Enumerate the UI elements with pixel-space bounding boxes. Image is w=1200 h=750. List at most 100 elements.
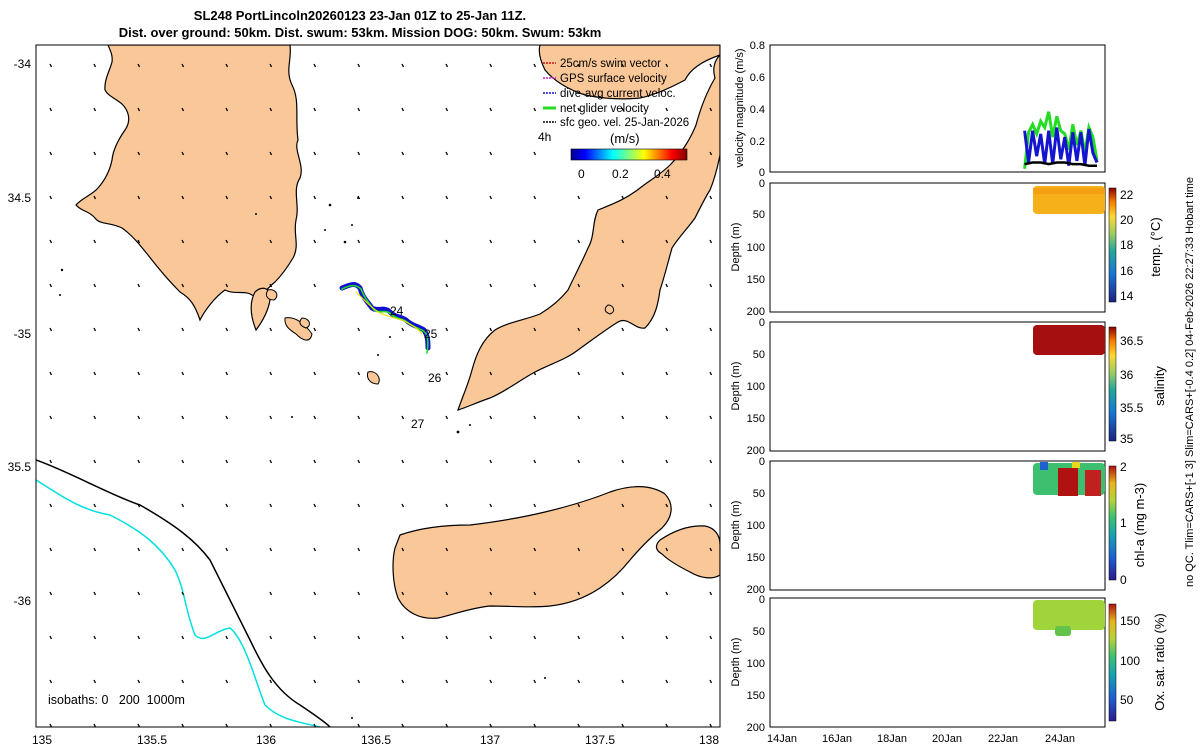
geo-vector-arrow [49,63,53,68]
geo-vector-arrow [357,239,361,244]
geo-vector-arrow [181,547,185,552]
geo-vector-arrow [709,283,713,288]
geo-vector-arrow [401,679,405,684]
map-frame [35,44,721,728]
geo-vector-arrow [357,547,361,552]
geo-vector-arrow [489,591,493,596]
geo-vector-arrow [401,195,405,200]
map-x-tick: 136 [256,733,276,747]
sal-colorbar-tick: 35.5 [1120,401,1144,415]
sal-colorbar-tick: 35 [1120,432,1134,446]
geo-vector-arrow [137,151,141,156]
geo-vector-arrow [489,151,493,156]
geo-vector-arrow [445,327,449,332]
time-tick: 16Jan [822,733,852,745]
geo-vector-arrow [269,415,273,420]
geo-vector-arrow [137,679,141,684]
geo-vector-arrow [621,547,625,552]
geo-vector-arrow [313,679,317,684]
map-x-tick: 137 [480,733,500,747]
temp-colorbar-tick: 16 [1120,264,1134,278]
sal-depth-tick: 50 [753,349,765,361]
geo-vector-arrow [357,151,361,156]
eastern-land-top [538,45,720,100]
geo-vector-arrow [49,107,53,112]
temp-y-label: Depth (m) [730,223,742,272]
chla-y-label: Depth (m) [730,501,742,550]
geo-vector-arrow [313,591,317,596]
geo-vector-arrow [93,63,97,68]
legend-net-glider-velocity: net glider velocity [560,103,649,115]
geo-vector-arrow [533,371,537,376]
geo-vector-arrow [357,635,361,640]
salinity-panel: 0 50 100 150 200 Depth (m) 35 35.5 36 36… [730,317,1167,457]
geo-vector-arrow [313,635,317,640]
day-label-26: 26 [428,371,442,385]
map-y-tick: -34 [14,57,32,71]
geo-vector-arrow [181,371,185,376]
geo-vector-arrow [577,679,581,684]
geo-vector-arrow [225,547,229,552]
chla-colorbar-tick: 2 [1120,460,1127,474]
geo-vector-arrow [225,239,229,244]
map-y-tick: 35.5 [8,460,32,474]
geo-vector-arrow [533,239,537,244]
geo-vector-arrow [621,107,625,112]
geo-vector-arrow [357,415,361,420]
sal-colorbar [1108,326,1117,442]
geo-vector-arrow [533,283,537,288]
sal-depth-tick: 200 [747,445,765,457]
ox-depth-tick: 50 [753,626,765,638]
geo-vector-arrow [137,635,141,640]
geo-vector-arrow [533,151,537,156]
island-south-2 [299,317,310,329]
legend-swim-vector: 25cm/s swim vector [560,58,661,70]
geo-vector-arrow [621,371,625,376]
map-y-tick: -35 [14,327,32,341]
geo-vector-arrow [49,283,53,288]
geo-vector-arrow [665,283,669,288]
geo-vector-arrow [577,459,581,464]
geo-vector-arrow [269,679,273,684]
geo-vector-arrow [577,195,581,200]
geo-vector-arrow [181,63,185,68]
geo-vector-arrow [93,679,97,684]
geo-vector-arrow [665,459,669,464]
geo-vector-arrow [181,107,185,112]
ox-colorbar-label: Ox. sat. ratio (%) [1152,613,1167,711]
processing-note-text: no QC. Tlim=CARS+[-1 3] Slim=CARS+[-0.4 … [1184,176,1196,588]
day-label-25: 25 [424,327,438,341]
geo-vector-arrow [621,635,625,640]
geo-vector-arrow [93,107,97,112]
temp-colorbar [1108,187,1117,303]
day-label-24: 24 [390,304,404,318]
geo-vector-arrow [533,63,537,68]
geo-vector-arrow [709,415,713,420]
sal-colorbar-tick: 36.5 [1120,334,1144,348]
geo-vector-arrow [489,107,493,112]
geo-vector-arrow [225,503,229,508]
geo-vector-arrow [225,459,229,464]
map-x-tick: 135.5 [137,733,167,747]
temp-depth-tick: 0 [759,178,765,190]
geo-vector-arrow [445,679,449,684]
geo-vector-arrow [313,371,317,376]
geo-vector-arrow [49,151,53,156]
geo-vector-arrow [137,107,141,112]
time-tick: 14Jan [767,733,797,745]
geo-vector-arrow [137,415,141,420]
temp-colorbar-label: temp. (°C) [1148,217,1163,276]
oxygen-section-data [1033,600,1105,630]
chla-colorbar-tick: 0 [1120,573,1127,587]
geo-vector-arrow [709,503,713,508]
geo-vector-arrow [489,459,493,464]
chla-depth-tick: 50 [753,488,765,500]
geo-vector-arrow [445,107,449,112]
geo-vector-arrow [445,371,449,376]
map-x-tick: 135 [32,733,52,747]
geo-vector-arrow [269,239,273,244]
geo-vector-arrow [577,239,581,244]
geo-vector-arrow [137,63,141,68]
geo-vector-arrow [709,63,713,68]
geo-vector-arrow [489,239,493,244]
